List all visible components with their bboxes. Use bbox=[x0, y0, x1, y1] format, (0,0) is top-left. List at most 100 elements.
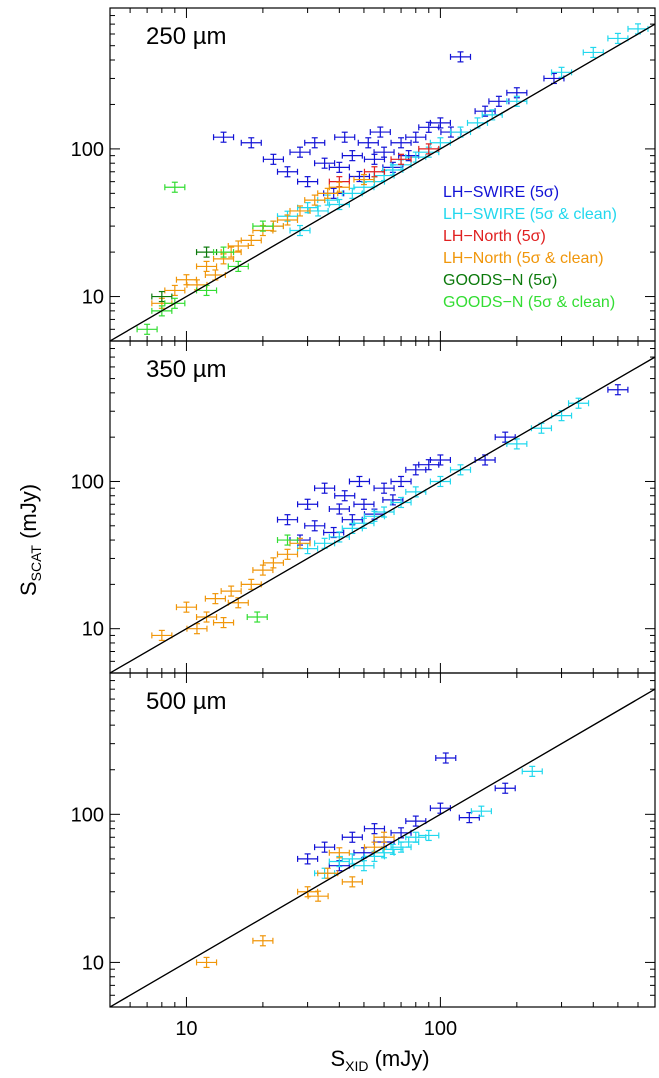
data-point bbox=[164, 181, 186, 193]
data-point bbox=[204, 593, 226, 605]
legend-entry: LH−SWIRE (5σ & clean) bbox=[443, 206, 617, 223]
series bbox=[136, 181, 274, 335]
data-point bbox=[418, 459, 440, 471]
data-point bbox=[466, 117, 489, 129]
data-point bbox=[204, 269, 226, 281]
x-axis-label: SXID (mJy) bbox=[330, 1046, 429, 1074]
data-point bbox=[297, 853, 319, 865]
data-point bbox=[390, 137, 412, 149]
plot-frame bbox=[109, 672, 656, 1008]
data-point bbox=[530, 422, 553, 434]
data-point bbox=[429, 117, 451, 129]
data-point bbox=[382, 494, 404, 506]
data-point bbox=[212, 616, 235, 629]
data-point bbox=[353, 173, 375, 186]
data-point bbox=[373, 482, 395, 494]
series bbox=[262, 23, 649, 237]
one-to-one-line-overlay bbox=[109, 356, 656, 674]
data-point bbox=[252, 220, 274, 232]
y-tick-label: 100 bbox=[71, 471, 104, 493]
data-point bbox=[405, 131, 427, 143]
data-point bbox=[195, 284, 218, 297]
data-point bbox=[429, 137, 451, 149]
data-point bbox=[276, 514, 299, 526]
y-tick-label: 100 bbox=[71, 804, 104, 826]
one-to-one-line-overlay bbox=[109, 688, 656, 1008]
series bbox=[151, 246, 218, 303]
legend-entry: LH−North (5σ) bbox=[443, 228, 546, 245]
data-point bbox=[405, 464, 427, 476]
y-axis-label-sub: SCAT bbox=[28, 545, 44, 582]
data-point bbox=[627, 23, 649, 35]
data-point bbox=[212, 131, 235, 143]
series bbox=[151, 537, 311, 642]
y-tick-label: 10 bbox=[82, 287, 104, 309]
data-point bbox=[304, 194, 326, 206]
data-point bbox=[418, 829, 440, 842]
data-point bbox=[314, 157, 336, 169]
data-point bbox=[186, 623, 208, 635]
x-axis-label-main: S bbox=[330, 1046, 345, 1071]
data-point bbox=[240, 137, 262, 149]
data-point bbox=[390, 153, 412, 165]
data-point bbox=[276, 166, 299, 178]
data-points bbox=[151, 384, 629, 642]
data-point bbox=[373, 831, 395, 843]
data-point bbox=[607, 32, 629, 45]
data-point bbox=[470, 805, 492, 817]
x-axis-label-unit: (mJy) bbox=[368, 1046, 429, 1071]
data-point bbox=[341, 876, 363, 888]
data-point bbox=[334, 131, 356, 143]
data-point bbox=[334, 490, 356, 502]
data-point bbox=[348, 475, 371, 488]
data-point bbox=[390, 475, 412, 488]
legend: LH−SWIRE (5σ) LH−SWIRE (5σ & clean) LH−Nor… bbox=[443, 184, 617, 311]
x-axis-label-sub: XID bbox=[345, 1058, 368, 1074]
series bbox=[314, 765, 543, 879]
data-point bbox=[506, 438, 528, 450]
data-point bbox=[314, 482, 336, 494]
data-point bbox=[373, 506, 395, 518]
y-axis-label: SSCAT (mJy) bbox=[16, 484, 44, 596]
data-point bbox=[363, 823, 386, 835]
data-point bbox=[328, 181, 350, 193]
data-point bbox=[276, 548, 299, 560]
y-axis-label-main: S bbox=[16, 581, 41, 596]
data-point bbox=[341, 831, 363, 843]
data-point bbox=[262, 557, 285, 569]
data-point bbox=[175, 601, 198, 613]
data-point bbox=[164, 284, 186, 297]
data-point bbox=[494, 431, 516, 443]
data-point bbox=[212, 246, 235, 258]
data-point bbox=[220, 585, 242, 597]
data-point bbox=[458, 812, 480, 824]
data-point bbox=[348, 170, 371, 183]
data-point bbox=[227, 240, 249, 252]
data-point bbox=[314, 841, 336, 853]
x-tick-label: 10 bbox=[175, 1018, 197, 1040]
data-point bbox=[262, 153, 285, 165]
data-point bbox=[494, 782, 516, 794]
data-point bbox=[307, 890, 329, 902]
data-point bbox=[353, 498, 375, 510]
data-point bbox=[297, 498, 319, 510]
one-to-one-line-overlay bbox=[109, 23, 656, 342]
data-point bbox=[506, 87, 528, 99]
series bbox=[212, 51, 565, 199]
data-point bbox=[328, 503, 350, 515]
panel-500: 10 100 10 100 500 µm bbox=[71, 672, 656, 1040]
y-tick-label: 10 bbox=[82, 619, 104, 641]
axis-ticks bbox=[109, 672, 656, 1008]
legend-entry: LH−North (5σ & clean) bbox=[443, 250, 604, 267]
data-point bbox=[449, 126, 472, 138]
data-point bbox=[550, 66, 573, 78]
data-point bbox=[317, 187, 339, 199]
data-point bbox=[474, 105, 496, 117]
data-point bbox=[314, 537, 336, 549]
plot-frame bbox=[109, 7, 656, 342]
data-point bbox=[373, 146, 395, 158]
data-point bbox=[136, 323, 158, 335]
data-point bbox=[297, 176, 319, 188]
data-point bbox=[252, 935, 274, 947]
data-point bbox=[240, 234, 262, 247]
